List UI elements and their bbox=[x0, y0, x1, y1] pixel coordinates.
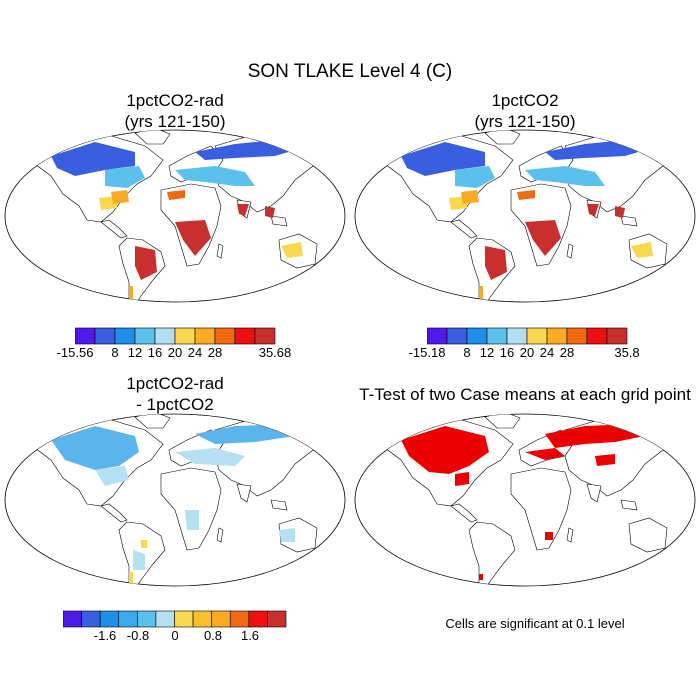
cb3-label-4: 1.6 bbox=[240, 628, 260, 643]
colorbar-3-swatch-6 bbox=[174, 610, 194, 628]
colorbar-1-swatch-4 bbox=[154, 327, 176, 345]
colorbar-2-swatch-9 bbox=[606, 327, 628, 345]
cb3-label-0: -1.6 bbox=[93, 628, 117, 643]
colorbar-3-swatch-5 bbox=[155, 610, 175, 628]
colorbar-1-swatch-1 bbox=[94, 327, 116, 345]
map-panel-3 bbox=[4, 413, 346, 587]
cb1-label-6: 28 bbox=[207, 345, 223, 360]
cb3-label-1: -0.8 bbox=[126, 628, 150, 643]
cb1-label-3: 16 bbox=[147, 345, 163, 360]
colorbar-3-swatch-0 bbox=[63, 610, 82, 628]
figure-title: SON TLAKE Level 4 (C) bbox=[247, 61, 453, 82]
panel-1-title-line2: (yrs 121-150) bbox=[124, 112, 226, 131]
cb1-label-1: 8 bbox=[111, 345, 119, 360]
cb2-label-0: -15.18 bbox=[408, 345, 446, 360]
colorbar-3-swatch-11 bbox=[267, 610, 287, 628]
cb2-label-6: 28 bbox=[559, 345, 575, 360]
colorbar-panel-3 bbox=[63, 610, 287, 628]
colorbar-2-swatch-5 bbox=[526, 327, 548, 345]
colorbar-3-swatch-9 bbox=[229, 610, 250, 628]
colorbar-3-swatch-3 bbox=[118, 610, 138, 628]
colorbar-3-swatch-7 bbox=[192, 610, 212, 628]
cb1-label-2: 12 bbox=[127, 345, 143, 360]
cb2-label-1: 8 bbox=[463, 345, 471, 360]
cb2-label-7: 35.8 bbox=[614, 345, 640, 360]
panel-1-title-line1: 1pctCO2-rad bbox=[126, 91, 224, 110]
colorbar-1-swatch-5 bbox=[174, 327, 196, 345]
colorbar-3-swatch-1 bbox=[81, 610, 101, 628]
panel-4-title: T-Test of two Case means at each grid po… bbox=[350, 384, 700, 405]
colorbar-2-swatch-6 bbox=[546, 327, 568, 345]
colorbar-3-swatch-10 bbox=[248, 610, 268, 628]
colorbar-panel-2 bbox=[427, 327, 628, 345]
colorbar-3-swatch-2 bbox=[99, 610, 120, 628]
cb3-label-2: 0 bbox=[171, 628, 179, 643]
colorbar-panel-3-labels: -1.6 -0.8 0 0.8 1.6 bbox=[63, 628, 288, 644]
map-panel-1 bbox=[4, 129, 346, 303]
colorbar-2-swatch-7 bbox=[566, 327, 588, 345]
panel-3-title: 1pctCO2-rad - 1pctCO2 bbox=[45, 373, 305, 415]
colorbar-3-swatch-4 bbox=[137, 610, 157, 628]
significance-note: Cells are significant at 0.1 level bbox=[445, 616, 625, 631]
colorbar-2-swatch-0 bbox=[427, 327, 448, 345]
panel-2-title-line2: (yrs 121-150) bbox=[474, 112, 576, 131]
colorbar-panel-1-labels: -15.56 8 12 16 20 24 28 35.68 bbox=[57, 345, 292, 361]
colorbar-2-swatch-2 bbox=[466, 327, 488, 345]
colorbar-1-swatch-7 bbox=[214, 327, 236, 345]
colorbar-2-swatch-4 bbox=[506, 327, 528, 345]
panel-1-title: 1pctCO2-rad (yrs 121-150) bbox=[45, 90, 305, 132]
colorbar-1-swatch-6 bbox=[194, 327, 216, 345]
cb1-label-0: -15.56 bbox=[56, 345, 94, 360]
panel-3-title-line1: 1pctCO2-rad bbox=[126, 374, 224, 393]
colorbar-1-swatch-2 bbox=[114, 327, 136, 345]
panel-4-title-line1: T-Test of two Case means at each grid po… bbox=[359, 385, 691, 404]
cb2-label-3: 16 bbox=[499, 345, 515, 360]
map-panel-2 bbox=[354, 129, 696, 303]
colorbar-2-swatch-1 bbox=[446, 327, 468, 345]
colorbar-2-swatch-3 bbox=[486, 327, 508, 345]
colorbar-1-swatch-9 bbox=[254, 327, 276, 345]
cb2-label-2: 12 bbox=[479, 345, 495, 360]
cb1-label-7: 35.68 bbox=[258, 345, 292, 360]
colorbar-2-swatch-8 bbox=[586, 327, 608, 345]
colorbar-1-swatch-8 bbox=[234, 327, 256, 345]
colorbar-panel-2-labels: -15.18 8 12 16 20 24 28 35.8 bbox=[409, 345, 640, 361]
map-panel-4 bbox=[354, 413, 696, 587]
panel-2-title: 1pctCO2 (yrs 121-150) bbox=[395, 90, 655, 132]
cb3-label-3: 0.8 bbox=[203, 628, 223, 643]
colorbar-3-swatch-8 bbox=[211, 610, 231, 628]
cb1-label-5: 24 bbox=[187, 345, 203, 360]
colorbar-panel-1 bbox=[75, 327, 276, 345]
cb2-label-4: 20 bbox=[519, 345, 535, 360]
colorbar-1-swatch-0 bbox=[75, 327, 96, 345]
colorbar-1-swatch-3 bbox=[134, 327, 156, 345]
panel-3-title-line2: - 1pctCO2 bbox=[136, 395, 214, 414]
panel-2-title-line1: 1pctCO2 bbox=[491, 91, 559, 110]
cb2-label-5: 24 bbox=[539, 345, 555, 360]
cb1-label-4: 20 bbox=[167, 345, 183, 360]
